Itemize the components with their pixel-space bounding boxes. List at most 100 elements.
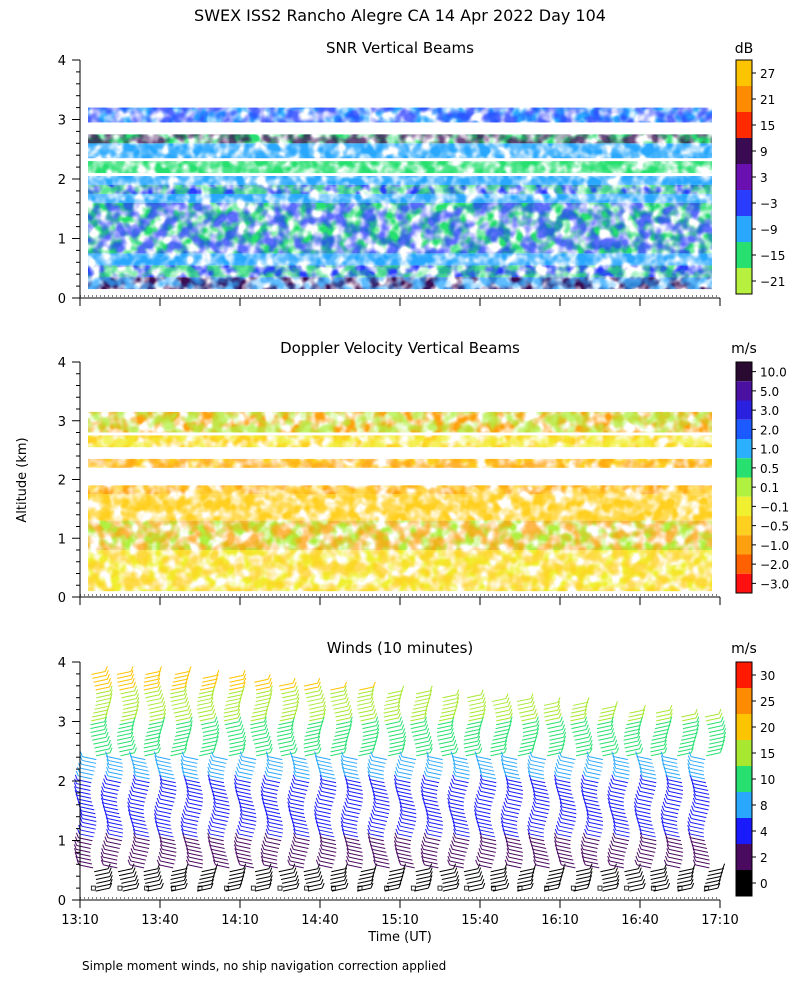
wind-barb	[507, 798, 523, 803]
wind-barb-flag	[688, 751, 692, 757]
wind-barb	[396, 845, 411, 850]
wind-barb	[145, 671, 160, 675]
wind-barb	[692, 814, 707, 819]
wind-barb-flag	[661, 805, 665, 811]
wind-barb	[477, 864, 492, 869]
wind-barb	[116, 674, 132, 679]
wind-barb-flag	[239, 817, 243, 823]
wind-barb-flag	[319, 836, 323, 842]
wind-barb	[641, 833, 656, 838]
wind-barb-flag	[348, 724, 352, 730]
wind-barb-flag	[616, 882, 620, 889]
wind-barb-flag	[109, 879, 113, 885]
wind-barb	[560, 798, 575, 803]
wind-barb	[213, 756, 228, 761]
wind-barb-flag	[319, 848, 323, 854]
wind-barb-flag	[642, 704, 646, 711]
wind-barb-flag	[216, 724, 220, 730]
wind-barb	[615, 763, 630, 768]
wind-barb	[143, 868, 158, 873]
wind-barb	[480, 767, 495, 772]
wind-barb	[236, 787, 251, 792]
wind-barb-flag	[372, 793, 376, 800]
wind-barb	[119, 748, 134, 753]
wind-barb-flag	[473, 805, 477, 811]
wind-barb	[94, 744, 109, 749]
wind-barb	[480, 852, 496, 857]
wind-barb	[171, 872, 186, 877]
wind-barb-flag	[372, 805, 376, 811]
colorbar-label: 8	[760, 799, 768, 813]
wind-barb	[91, 732, 106, 737]
wind-barb-flag	[184, 882, 188, 889]
wind-barb-flag	[376, 728, 380, 734]
wind-barb	[556, 845, 571, 850]
wind-barb	[584, 841, 599, 846]
calm-marker	[464, 885, 470, 891]
wind-barb-flag	[395, 828, 399, 835]
wind-barb-flag	[425, 824, 429, 831]
wind-barb	[156, 759, 171, 764]
colorbar-label: −0.5	[760, 520, 789, 534]
wind-barb	[122, 698, 137, 703]
wind-barb	[362, 729, 378, 733]
wind-barb	[291, 856, 306, 861]
wind-barb-flag	[561, 720, 564, 726]
y-tick-label: 2	[58, 775, 66, 790]
wind-barb	[263, 864, 278, 869]
wind-barb-flag	[208, 778, 212, 784]
heatmap-texture-10	[88, 107, 712, 123]
wind-barb	[518, 872, 533, 877]
wind-barb	[102, 794, 118, 799]
wind-barb-flag	[422, 836, 426, 842]
wind-barb	[359, 686, 374, 691]
wind-barb-flag	[260, 855, 264, 862]
heatmap-texture-0	[88, 277, 712, 290]
wind-barb-flag	[186, 851, 190, 858]
wind-barb	[321, 775, 336, 780]
wind-barb-flag	[693, 793, 697, 800]
wind-barb	[637, 817, 652, 822]
wind-barb	[107, 837, 123, 842]
y-tick-label: 4	[58, 356, 66, 371]
wind-barb	[330, 690, 345, 695]
wind-barb	[121, 694, 136, 699]
wind-barb-flag	[687, 824, 691, 831]
wind-barb-flag	[687, 817, 691, 823]
wind-barb-flag	[500, 813, 504, 819]
wind-barb	[143, 872, 158, 877]
wind-barb	[331, 698, 346, 703]
wind-barb	[690, 821, 705, 826]
wind-barb	[469, 705, 484, 710]
wind-barb	[293, 848, 308, 853]
wind-barb-flag	[557, 882, 561, 889]
wind-barb-flag	[264, 770, 268, 777]
wind-barb	[547, 875, 562, 880]
wind-barb	[319, 798, 334, 803]
wind-barb	[202, 732, 218, 737]
wind-barb-flag	[450, 751, 454, 757]
wind-barb-flag	[269, 747, 273, 753]
wind-barb	[397, 833, 413, 838]
wind-barb	[330, 694, 345, 699]
wind-barb	[175, 729, 191, 733]
wind-barb	[185, 841, 200, 846]
wind-barb	[290, 810, 305, 815]
wind-barb-flag	[322, 712, 326, 719]
wind-barb	[76, 848, 91, 853]
wind-barb-flag	[690, 875, 694, 881]
wind-barb-flag	[509, 712, 513, 719]
wind-barb	[559, 763, 574, 768]
wind-barb	[383, 709, 398, 714]
wind-barb	[227, 694, 242, 699]
wind-barb-flag	[447, 855, 451, 862]
wind-barb-flag	[317, 735, 321, 742]
wind-barb	[186, 810, 201, 815]
wind-barb-flag	[182, 770, 186, 777]
wind-barb-flag	[398, 697, 401, 703]
wind-barb	[197, 705, 212, 710]
wind-barb	[277, 736, 292, 741]
wind-barb	[268, 825, 284, 830]
wind-barb	[478, 763, 494, 768]
